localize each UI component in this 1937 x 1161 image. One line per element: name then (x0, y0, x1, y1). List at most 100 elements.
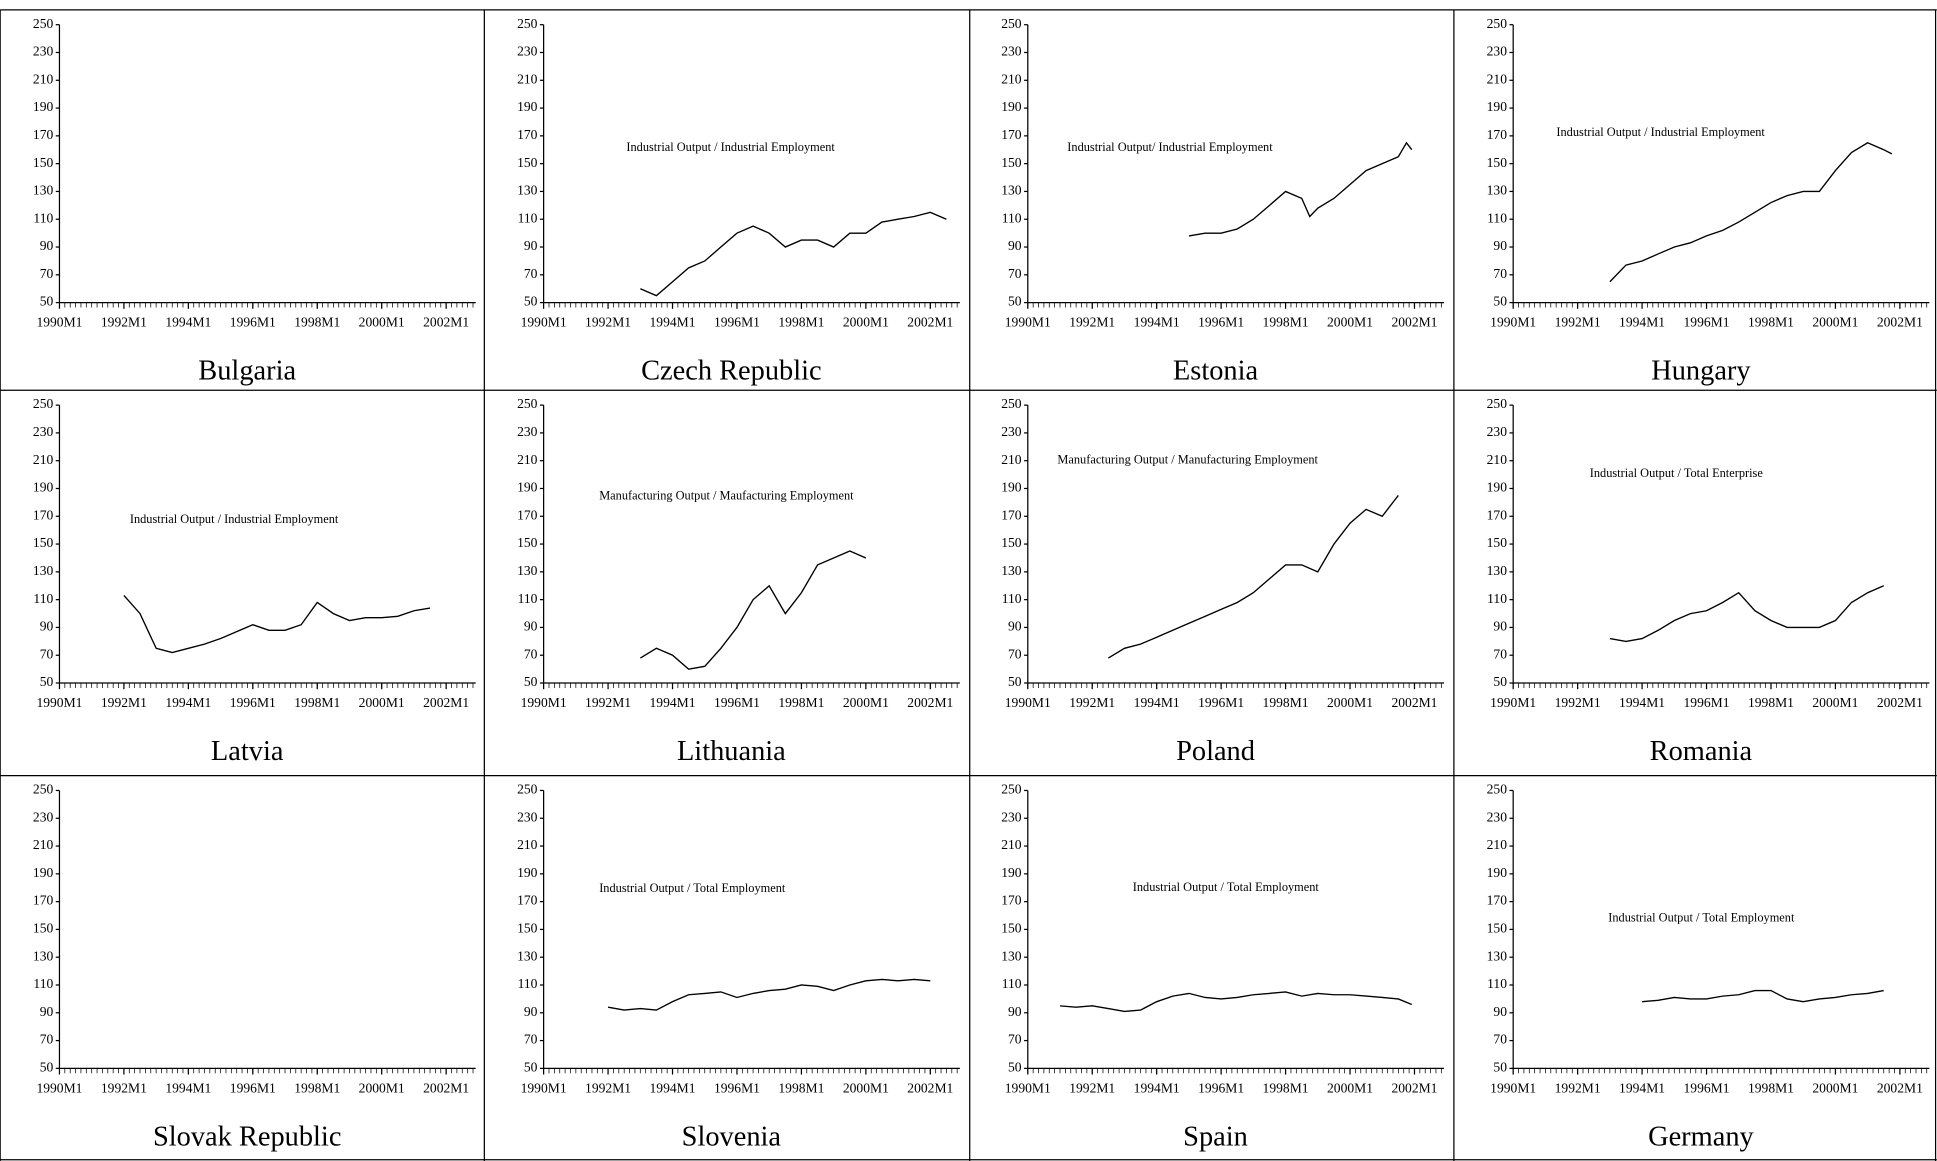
y-tick-label: 130 (33, 183, 54, 198)
x-tick-label: 1990M1 (1005, 1080, 1051, 1095)
y-tick-label: 170 (1487, 893, 1508, 908)
y-tick-label: 210 (517, 452, 538, 467)
x-tick-label: 2002M1 (423, 695, 469, 710)
y-tick-label: 170 (33, 507, 54, 522)
y-tick-label: 230 (1001, 809, 1022, 824)
annotation: Manufacturing Output / Manufacturing Emp… (1057, 453, 1318, 467)
y-tick-label: 150 (1487, 535, 1508, 550)
y-tick-label: 210 (1487, 71, 1508, 86)
y-tick-label: 90 (524, 238, 538, 253)
y-tick-label: 250 (1487, 782, 1508, 797)
country-title: Bulgaria (198, 356, 296, 387)
y-tick-label: 190 (1487, 480, 1508, 495)
y-tick-label: 70 (1493, 266, 1507, 281)
y-tick-label: 190 (517, 99, 538, 114)
y-tick-label: 150 (1001, 155, 1022, 170)
y-tick-label: 130 (33, 948, 54, 963)
y-tick-label: 90 (40, 1004, 54, 1019)
y-tick-label: 170 (1001, 127, 1022, 142)
x-tick-label: 2002M1 (1877, 695, 1923, 710)
y-tick-label: 70 (524, 266, 538, 281)
x-tick-label: 1992M1 (585, 695, 631, 710)
x-tick-label: 2000M1 (843, 315, 889, 330)
x-tick-label: 1992M1 (101, 695, 147, 710)
x-tick-label: 1996M1 (230, 1080, 276, 1095)
x-tick-label: 1992M1 (1069, 315, 1115, 330)
y-tick-label: 150 (517, 155, 538, 170)
y-tick-label: 50 (40, 674, 54, 689)
x-tick-label: 1990M1 (1005, 315, 1051, 330)
country-title: Slovenia (682, 1121, 782, 1152)
x-tick-label: 1996M1 (714, 1080, 760, 1095)
x-tick-label: 1996M1 (714, 695, 760, 710)
x-tick-label: 1994M1 (1619, 315, 1665, 330)
y-tick-label: 70 (1493, 646, 1507, 661)
y-tick-label: 190 (33, 480, 54, 495)
x-tick-label: 1998M1 (294, 1080, 340, 1095)
x-tick-label: 2000M1 (1327, 695, 1373, 710)
y-tick-label: 50 (40, 294, 54, 309)
y-tick-label: 250 (1487, 396, 1508, 411)
x-tick-label: 2000M1 (1812, 695, 1858, 710)
country-title: Hungary (1651, 356, 1751, 387)
y-tick-label: 90 (1008, 1004, 1022, 1019)
x-tick-label: 1992M1 (1069, 1080, 1115, 1095)
y-tick-label: 130 (33, 563, 54, 578)
y-tick-label: 170 (1001, 507, 1022, 522)
y-tick-label: 230 (33, 809, 54, 824)
x-tick-label: 1998M1 (1748, 1080, 1794, 1095)
y-tick-label: 130 (517, 183, 538, 198)
y-tick-label: 70 (1008, 266, 1022, 281)
y-tick-label: 90 (1493, 619, 1507, 634)
series-line (640, 211, 947, 297)
annotation: Industrial Output / Total Employment (1133, 880, 1320, 894)
y-tick-label: 70 (524, 1032, 538, 1047)
y-tick-label: 110 (518, 976, 538, 991)
y-tick-label: 210 (1001, 452, 1022, 467)
x-tick-label: 1998M1 (1748, 695, 1794, 710)
x-tick-label: 1994M1 (650, 695, 696, 710)
series-line (1609, 142, 1893, 283)
y-tick-label: 150 (1001, 535, 1022, 550)
y-tick-label: 190 (1487, 865, 1508, 880)
x-tick-label: 1994M1 (1134, 1080, 1180, 1095)
y-tick-label: 130 (1487, 948, 1508, 963)
y-tick-label: 250 (517, 16, 538, 31)
y-tick-label: 90 (1493, 238, 1507, 253)
y-tick-label: 170 (1001, 893, 1022, 908)
y-tick-label: 50 (524, 294, 538, 309)
x-tick-label: 1990M1 (1490, 315, 1536, 330)
y-tick-label: 90 (40, 238, 54, 253)
annotation: Industrial Output / Total Employment (1608, 911, 1795, 925)
y-tick-label: 230 (1001, 44, 1022, 59)
y-tick-label: 170 (1487, 507, 1508, 522)
series-line (1059, 991, 1413, 1013)
y-tick-label: 50 (1008, 1059, 1022, 1074)
y-tick-label: 250 (33, 782, 54, 797)
x-tick-label: 2000M1 (843, 695, 889, 710)
x-tick-label: 2002M1 (907, 1080, 953, 1095)
x-tick-label: 1992M1 (1555, 695, 1601, 710)
y-tick-label: 230 (1487, 44, 1508, 59)
annotation: Industrial Output / Industrial Employmen… (1556, 125, 1765, 139)
x-tick-label: 2002M1 (907, 315, 953, 330)
country-title: Lithuania (677, 736, 786, 767)
x-tick-label: 1996M1 (714, 315, 760, 330)
x-tick-label: 2000M1 (1327, 315, 1373, 330)
y-tick-label: 230 (1001, 424, 1022, 439)
y-tick-label: 70 (1008, 1032, 1022, 1047)
annotation: Manufacturing Output / Maufacturing Empl… (599, 488, 854, 502)
y-tick-label: 170 (517, 127, 538, 142)
country-title: Romania (1650, 736, 1753, 767)
y-tick-label: 110 (1487, 976, 1507, 991)
y-tick-label: 210 (1001, 71, 1022, 86)
y-tick-label: 210 (33, 71, 54, 86)
y-tick-label: 170 (33, 127, 54, 142)
x-tick-label: 1992M1 (1069, 695, 1115, 710)
x-tick-label: 2002M1 (1877, 315, 1923, 330)
x-tick-label: 2002M1 (423, 315, 469, 330)
y-tick-label: 150 (33, 921, 54, 936)
x-tick-label: 2002M1 (1877, 1080, 1923, 1095)
